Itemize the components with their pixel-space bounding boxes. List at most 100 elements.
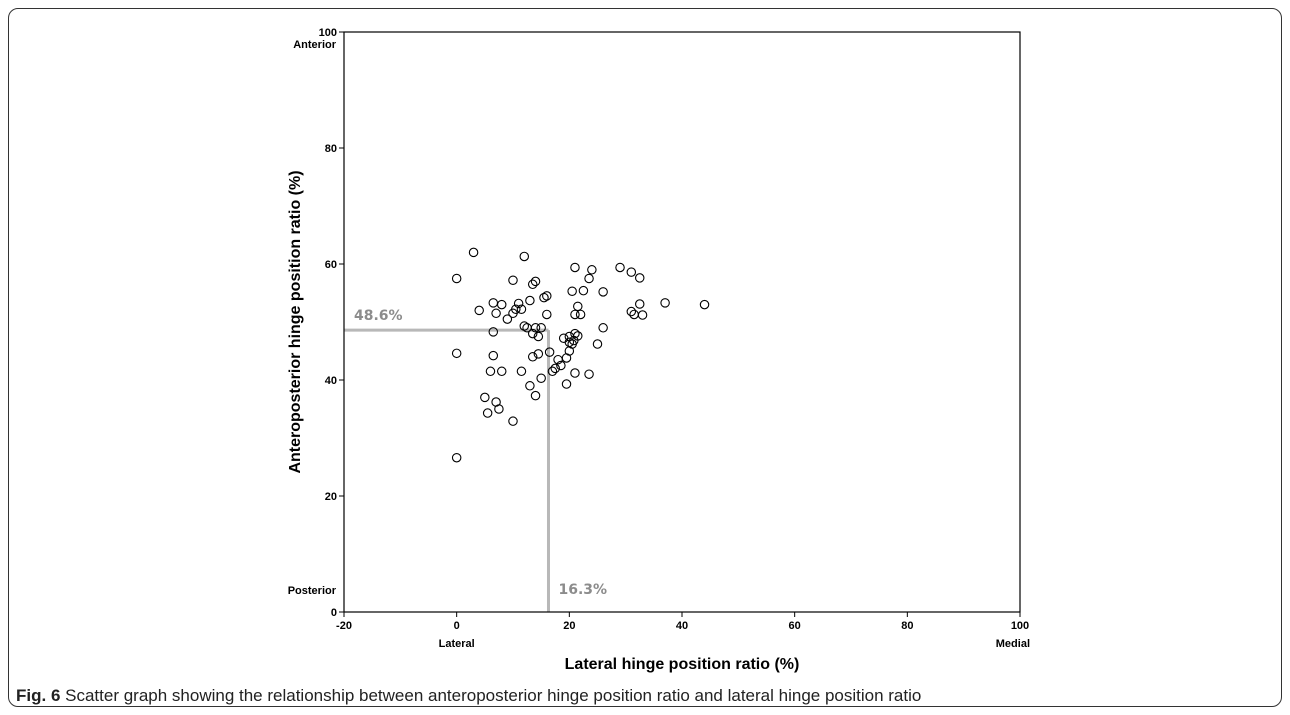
data-point bbox=[598, 323, 608, 333]
data-point bbox=[573, 301, 583, 312]
y-tick-label: 60 bbox=[325, 259, 337, 271]
y-tick-label: 20 bbox=[325, 491, 337, 503]
x-tick-label: 40 bbox=[676, 620, 688, 632]
data-point bbox=[513, 298, 524, 309]
data-point bbox=[536, 373, 546, 384]
data-point bbox=[527, 328, 538, 339]
y-direction-low-label: Posterior bbox=[288, 585, 337, 597]
data-point bbox=[556, 360, 566, 371]
data-point bbox=[536, 323, 546, 333]
data-point bbox=[496, 366, 507, 377]
data-point bbox=[569, 335, 579, 346]
data-point bbox=[615, 262, 625, 273]
data-point bbox=[570, 368, 580, 378]
data-point bbox=[598, 287, 608, 297]
data-point bbox=[522, 323, 532, 333]
x-direction-low-label: Lateral bbox=[439, 638, 475, 650]
data-point bbox=[564, 346, 575, 356]
data-point bbox=[488, 350, 499, 361]
data-point bbox=[570, 262, 580, 273]
chart-axes bbox=[339, 31, 1021, 617]
data-point bbox=[587, 265, 597, 275]
reference-label-x: 16.3% bbox=[558, 582, 607, 598]
data-point bbox=[547, 366, 558, 377]
data-point bbox=[491, 308, 501, 319]
x-axis-title: Lateral hinge position ratio (%) bbox=[565, 656, 800, 673]
data-point bbox=[626, 306, 637, 317]
data-point bbox=[508, 416, 518, 426]
reference-label-y: 48.6% bbox=[354, 308, 403, 324]
data-point bbox=[488, 298, 499, 308]
data-point bbox=[527, 279, 538, 290]
x-tick-label: 0 bbox=[454, 620, 460, 632]
reference-lines bbox=[344, 328, 550, 612]
data-point bbox=[508, 275, 518, 285]
figure-caption: Fig. 6 Scatter graph showing the relatio… bbox=[16, 686, 1276, 706]
data-point bbox=[474, 305, 484, 316]
y-direction-high-label: Anterior bbox=[293, 39, 337, 51]
data-point bbox=[550, 363, 560, 374]
data-point bbox=[634, 299, 645, 309]
data-point bbox=[488, 327, 499, 337]
data-point bbox=[567, 286, 577, 297]
data-point bbox=[578, 285, 589, 296]
data-point bbox=[699, 299, 710, 310]
data-point bbox=[637, 310, 648, 320]
data-point bbox=[584, 369, 594, 379]
plot-area-border bbox=[343, 31, 1021, 613]
x-tick-label: -20 bbox=[336, 620, 352, 632]
caption-text: Scatter graph showing the relationship b… bbox=[60, 686, 922, 705]
x-direction-high-label: Medial bbox=[996, 638, 1030, 650]
data-point bbox=[519, 321, 530, 331]
data-point bbox=[468, 247, 479, 258]
data-point bbox=[485, 366, 496, 377]
data-point bbox=[542, 309, 552, 320]
y-tick-label: 100 bbox=[319, 27, 337, 39]
x-tick-label: 60 bbox=[789, 620, 801, 632]
data-point bbox=[494, 404, 504, 414]
y-axis-title: Anteroposterior hinge position ratio (%) bbox=[287, 170, 304, 473]
data-point bbox=[570, 309, 580, 320]
data-point bbox=[530, 276, 541, 287]
data-point bbox=[533, 349, 544, 359]
data-point bbox=[544, 347, 555, 357]
data-point bbox=[584, 273, 594, 284]
data-point bbox=[575, 309, 586, 320]
x-tick-label: 20 bbox=[563, 620, 575, 632]
data-point bbox=[570, 328, 580, 339]
data-point bbox=[525, 295, 535, 306]
data-point bbox=[558, 333, 569, 343]
data-point bbox=[519, 251, 530, 262]
data-point bbox=[480, 392, 490, 403]
data-point bbox=[542, 291, 552, 301]
data-point bbox=[516, 366, 527, 377]
data-point bbox=[516, 304, 527, 314]
data-point bbox=[527, 352, 538, 362]
data-point bbox=[451, 273, 462, 284]
data-point bbox=[451, 348, 462, 359]
data-point bbox=[539, 292, 549, 303]
data-point bbox=[533, 331, 544, 342]
data-point bbox=[592, 339, 603, 349]
data-point bbox=[530, 390, 541, 401]
data-point bbox=[561, 379, 572, 389]
data-point bbox=[626, 267, 637, 277]
x-tick-label: 80 bbox=[901, 620, 913, 632]
data-point bbox=[634, 273, 645, 283]
y-tick-label: 0 bbox=[331, 607, 337, 619]
data-point bbox=[496, 299, 507, 310]
data-point bbox=[451, 452, 462, 463]
data-point bbox=[502, 314, 513, 324]
figure-label: Fig. 6 bbox=[16, 686, 61, 705]
y-tick-label: 80 bbox=[325, 143, 337, 155]
data-point bbox=[482, 408, 493, 418]
data-point bbox=[508, 308, 518, 319]
data-point bbox=[525, 381, 535, 391]
data-point bbox=[660, 298, 670, 308]
x-tick-label: 100 bbox=[1011, 620, 1029, 632]
data-points bbox=[451, 247, 710, 463]
figure-frame bbox=[8, 8, 1282, 707]
y-tick-label: 40 bbox=[325, 375, 337, 387]
